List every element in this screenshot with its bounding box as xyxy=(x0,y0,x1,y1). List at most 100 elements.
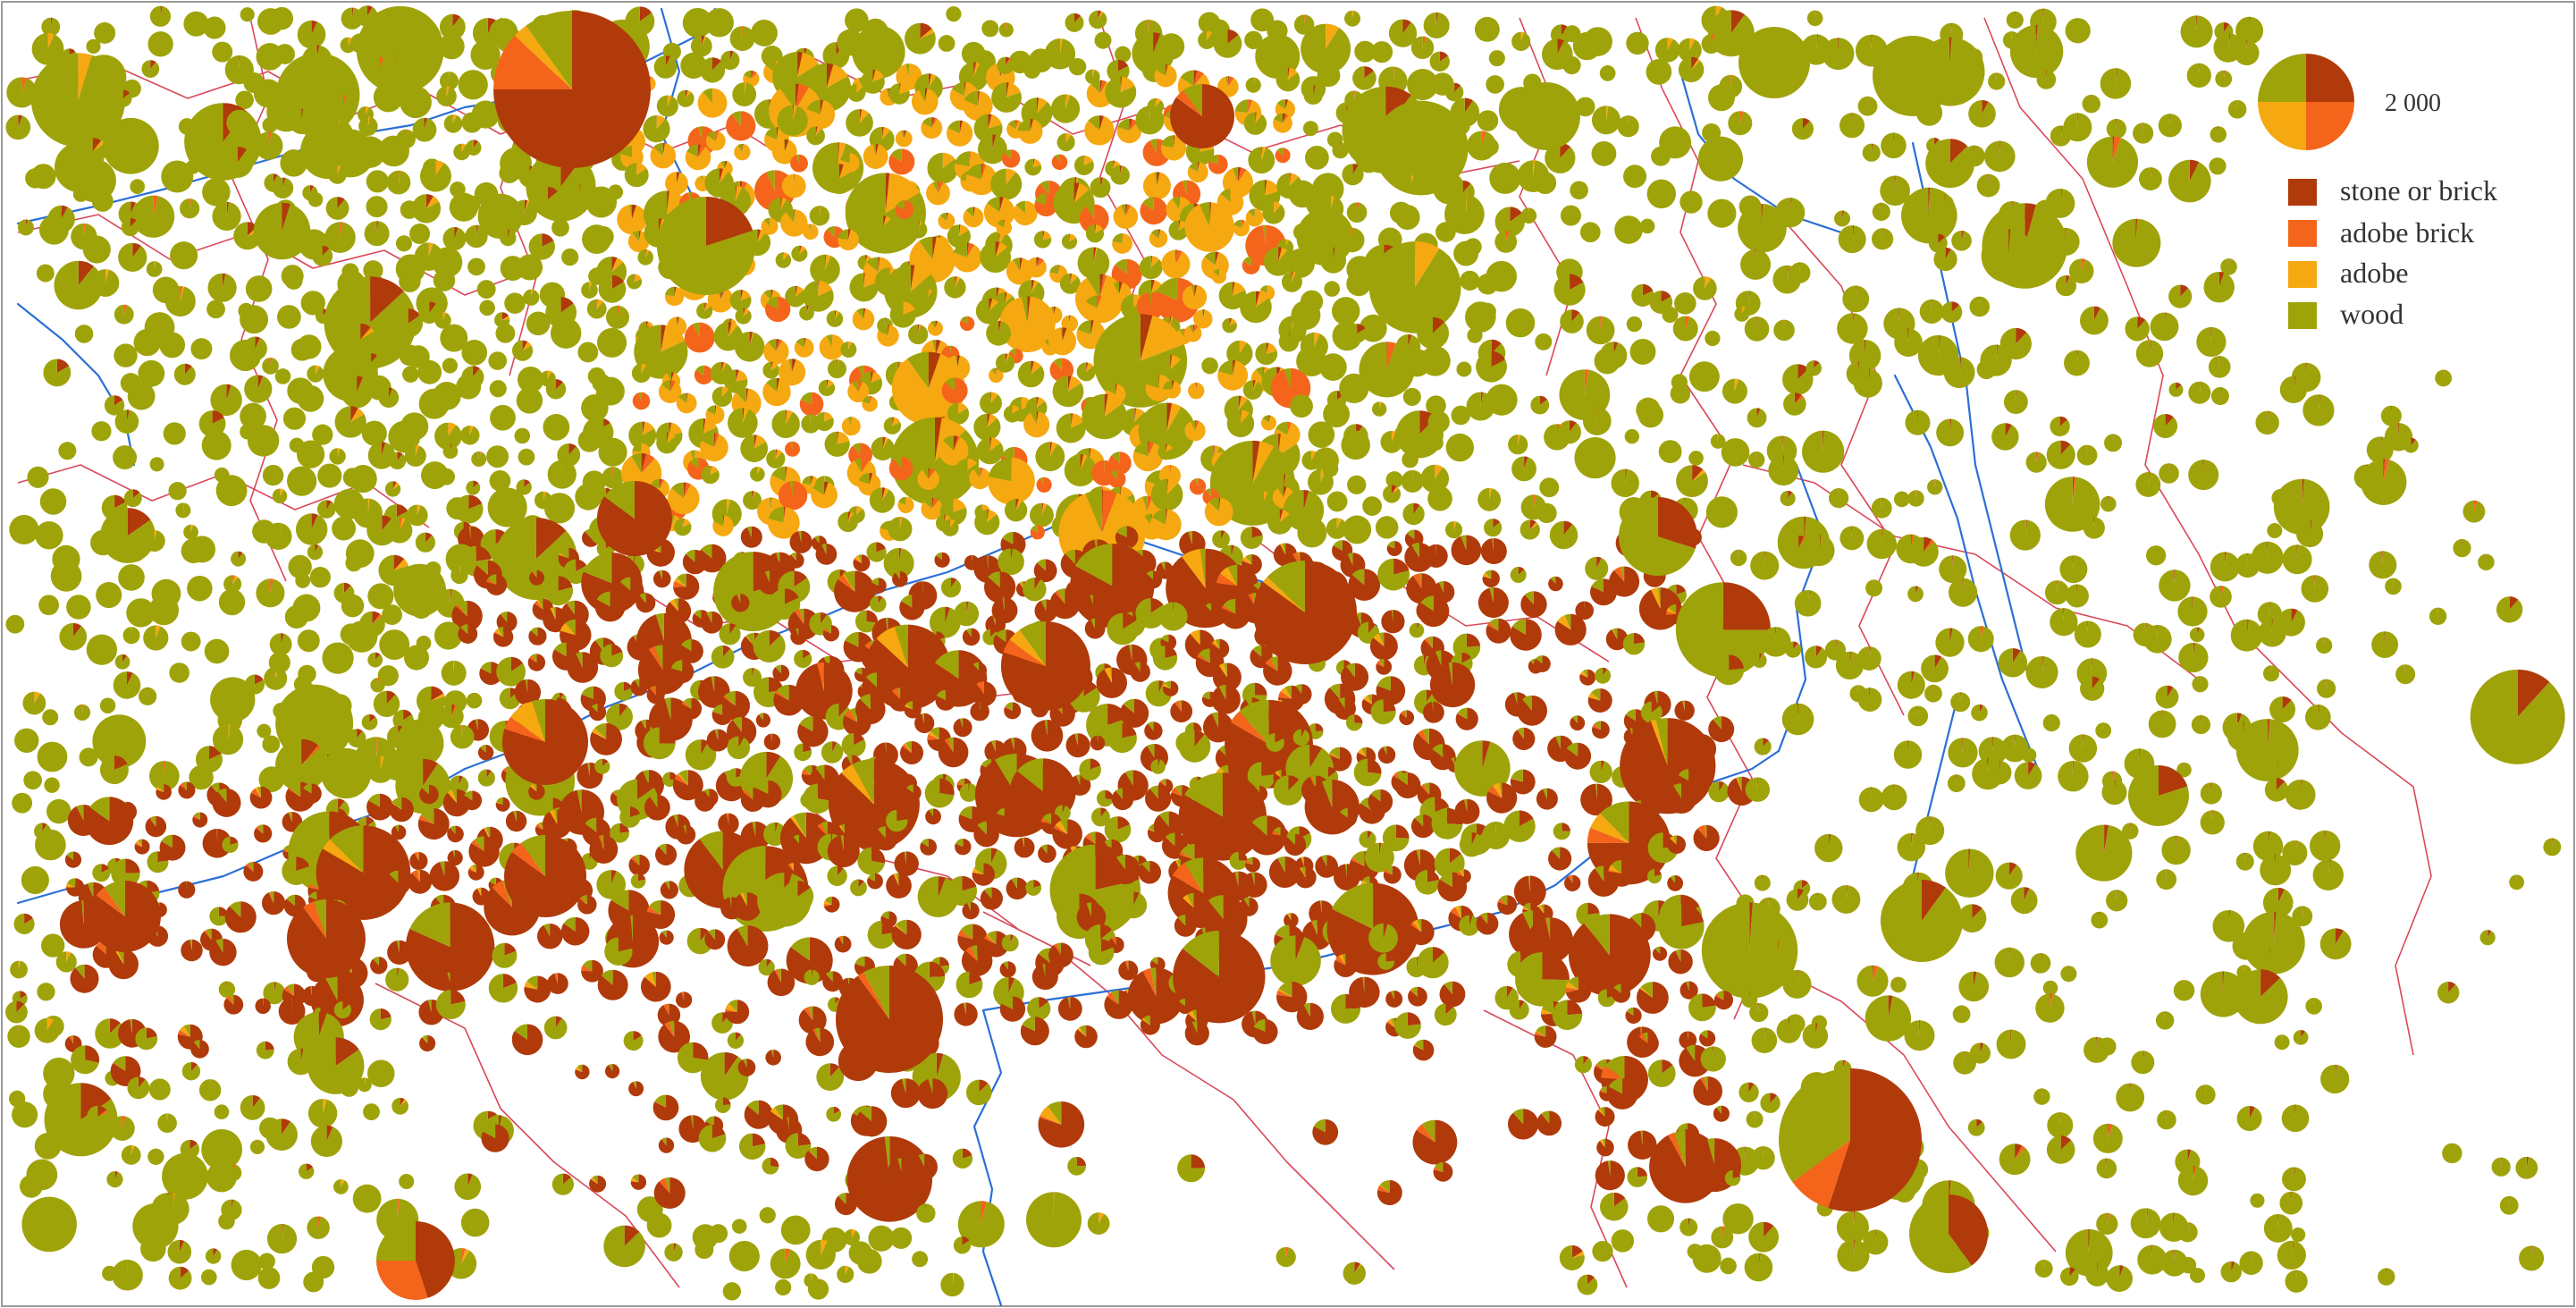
settlement-pie xyxy=(223,994,244,1015)
settlement-pie xyxy=(787,552,804,569)
settlement-pie xyxy=(243,861,264,882)
settlement-pie xyxy=(1273,775,1304,806)
settlement-pie xyxy=(1509,1000,1529,1020)
settlement-pie xyxy=(1161,249,1191,279)
settlement-pie xyxy=(1107,59,1130,83)
settlement-pie xyxy=(1839,526,1865,551)
settlement-pie xyxy=(1089,10,1107,30)
settlement-pie xyxy=(954,601,980,627)
settlement-pie xyxy=(1674,291,1696,315)
settlement-pie xyxy=(1293,14,1315,35)
settlement-pie xyxy=(1348,569,1381,601)
settlement-pie xyxy=(1988,761,2012,785)
settlement-pie xyxy=(863,144,888,169)
settlement-pie xyxy=(91,269,120,297)
settlement-pie xyxy=(794,649,812,669)
settlement-pie xyxy=(470,39,501,71)
settlement-pie xyxy=(1606,1078,1638,1110)
settlement-pie xyxy=(1640,701,1663,723)
settlement-pie xyxy=(2100,495,2117,512)
settlement-pie xyxy=(433,381,461,410)
settlement-pie xyxy=(12,1101,38,1128)
settlement-pie xyxy=(1079,204,1109,234)
settlement-pie xyxy=(1707,198,1737,228)
settlement-pie xyxy=(2044,580,2069,605)
settlement-pie xyxy=(895,200,914,219)
settlement-pie xyxy=(1170,700,1193,723)
settlement-pie xyxy=(940,578,962,598)
settlement-pie xyxy=(187,575,213,602)
settlement-pie xyxy=(1679,1218,1698,1236)
settlement-pie xyxy=(2159,463,2179,484)
settlement-pie xyxy=(1388,19,1418,47)
settlement-pie xyxy=(2252,831,2284,862)
settlement-pie xyxy=(1996,1029,2026,1059)
settlement-pie xyxy=(595,418,611,435)
settlement-pie xyxy=(1872,228,1894,250)
settlement-pie xyxy=(1486,75,1504,94)
settlement-pie xyxy=(1688,451,1704,466)
settlement-pie xyxy=(35,521,63,550)
settlement-pie xyxy=(1574,1056,1593,1074)
settlement-pie xyxy=(42,709,59,726)
settlement-pie xyxy=(410,597,433,620)
settlement-pie xyxy=(1647,1059,1676,1087)
settlement-pie xyxy=(646,686,665,705)
settlement-pie xyxy=(244,375,273,403)
settlement-pie xyxy=(630,1174,647,1190)
settlement-pie xyxy=(114,89,132,107)
settlement-pie xyxy=(1073,156,1094,175)
settlement-pie xyxy=(1381,610,1405,634)
settlement-pie xyxy=(938,212,955,230)
settlement-pie xyxy=(1088,939,1115,966)
settlement-pie xyxy=(505,810,527,832)
settlement-pie xyxy=(1536,1110,1562,1136)
settlement-pie xyxy=(352,1184,382,1213)
settlement-pie xyxy=(1730,549,1747,567)
settlement-pie xyxy=(280,149,307,177)
settlement-pie xyxy=(92,864,111,882)
settlement-pie xyxy=(1178,772,1267,861)
settlement-pie xyxy=(1865,995,1912,1042)
settlement-pie xyxy=(674,518,692,536)
settlement-pie xyxy=(853,554,871,572)
settlement-pie xyxy=(218,1212,235,1230)
settlement-pie xyxy=(589,1175,607,1193)
settlement-pie xyxy=(108,949,139,980)
settlement-pie xyxy=(577,429,602,452)
settlement-pie xyxy=(41,17,61,37)
settlement-pie xyxy=(516,387,543,414)
settlement-pie xyxy=(1510,619,1542,651)
settlement-pie xyxy=(1152,646,1178,671)
settlement-pie xyxy=(1585,556,1609,580)
settlement-pie xyxy=(2030,953,2051,974)
settlement-pie xyxy=(333,1000,351,1019)
settlement-pie xyxy=(2212,909,2245,942)
settlement-pie xyxy=(652,570,671,588)
settlement-pie xyxy=(1675,582,1772,678)
settlement-pie xyxy=(1163,380,1182,399)
settlement-pie xyxy=(39,488,67,515)
settlement-pie xyxy=(1376,658,1393,675)
settlement-pie xyxy=(454,1173,482,1201)
settlement-pie xyxy=(157,1113,177,1133)
settlement-pie xyxy=(1698,1030,1716,1047)
settlement-pie xyxy=(962,901,980,920)
settlement-pie xyxy=(1017,118,1043,144)
settlement-pie xyxy=(2236,1105,2262,1131)
settlement-pie xyxy=(1511,456,1536,482)
settlement-pie xyxy=(939,435,969,466)
settlement-pie xyxy=(2168,284,2193,308)
settlement-pie xyxy=(550,317,582,349)
settlement-pie xyxy=(2320,1064,2350,1094)
settlement-pie xyxy=(672,770,703,801)
settlement-pie xyxy=(926,181,950,206)
settlement-pie xyxy=(762,1157,779,1175)
settlement-pie xyxy=(999,961,1016,978)
settlement-pie xyxy=(2178,642,2209,673)
settlement-pie xyxy=(1415,869,1440,895)
settlement-pie xyxy=(1150,759,1166,774)
settlement-pie xyxy=(1477,110,1499,131)
settlement-pie xyxy=(1478,302,1496,321)
